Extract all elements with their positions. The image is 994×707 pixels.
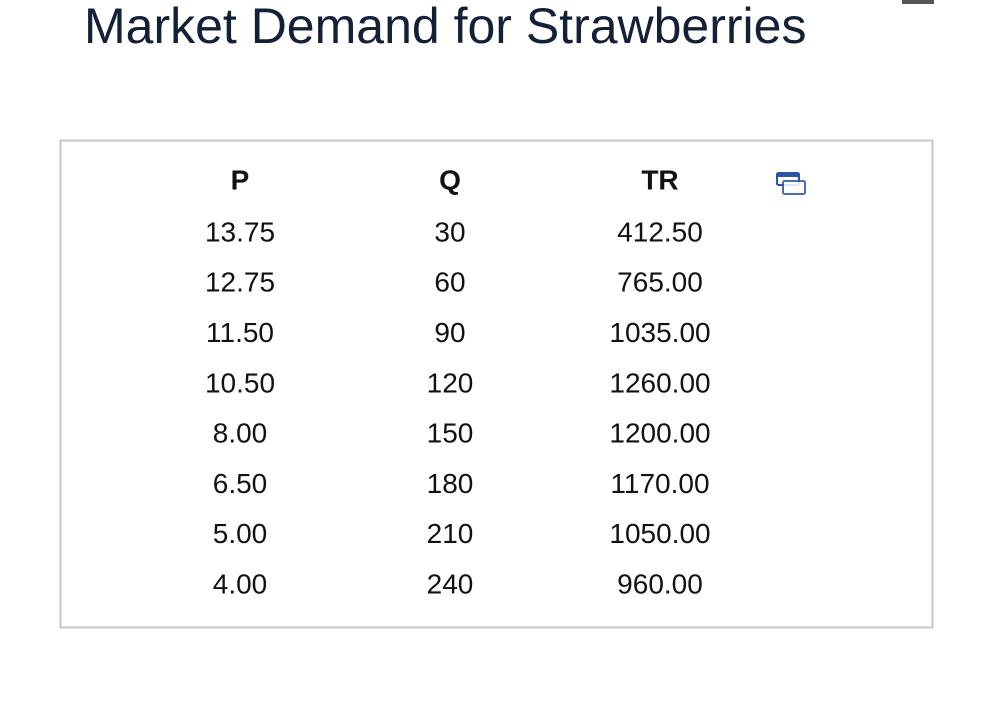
table-cell: 60 bbox=[434, 267, 465, 298]
table-cell: 11.50 bbox=[206, 317, 274, 348]
table-cell: 1200.00 bbox=[609, 418, 710, 449]
table-cell: 6.50 bbox=[213, 468, 268, 499]
table-cell: 120 bbox=[427, 367, 474, 398]
table-cell: 12.75 bbox=[205, 267, 275, 298]
table-cell: 180 bbox=[427, 468, 474, 499]
column-header: P bbox=[231, 164, 250, 195]
copy-icon[interactable] bbox=[776, 172, 806, 195]
table-cell: 4.00 bbox=[213, 568, 268, 599]
table-cell: 412.50 bbox=[617, 216, 703, 247]
table-cell: 5.00 bbox=[213, 518, 268, 549]
table-cell: 10.50 bbox=[205, 367, 275, 398]
table-frame bbox=[59, 139, 934, 629]
table-cell: 150 bbox=[427, 418, 474, 449]
page-title: Market Demand for Strawberries bbox=[84, 0, 806, 54]
table-cell: 90 bbox=[434, 317, 465, 348]
table-cell: 1170.00 bbox=[610, 468, 709, 499]
table-cell: 210 bbox=[427, 518, 474, 549]
corner-control[interactable] bbox=[902, 0, 934, 4]
table-cell: 960.00 bbox=[617, 568, 703, 599]
table-cell: 765.00 bbox=[617, 267, 703, 298]
table-cell: 30 bbox=[434, 216, 465, 247]
column-header: Q bbox=[439, 164, 461, 195]
table-cell: 8.00 bbox=[213, 418, 268, 449]
table-cell: 1260.00 bbox=[609, 367, 710, 398]
table-cell: 240 bbox=[427, 568, 474, 599]
table-cell: 1035.00 bbox=[609, 317, 710, 348]
table-cell: 13.75 bbox=[205, 216, 275, 247]
column-header: TR bbox=[641, 164, 678, 195]
data-table: P Q TR 13.75 30 412.50 12.75 60 765.00 11.50 90 103… bbox=[205, 164, 711, 599]
table-cell: 1050.00 bbox=[609, 518, 710, 549]
